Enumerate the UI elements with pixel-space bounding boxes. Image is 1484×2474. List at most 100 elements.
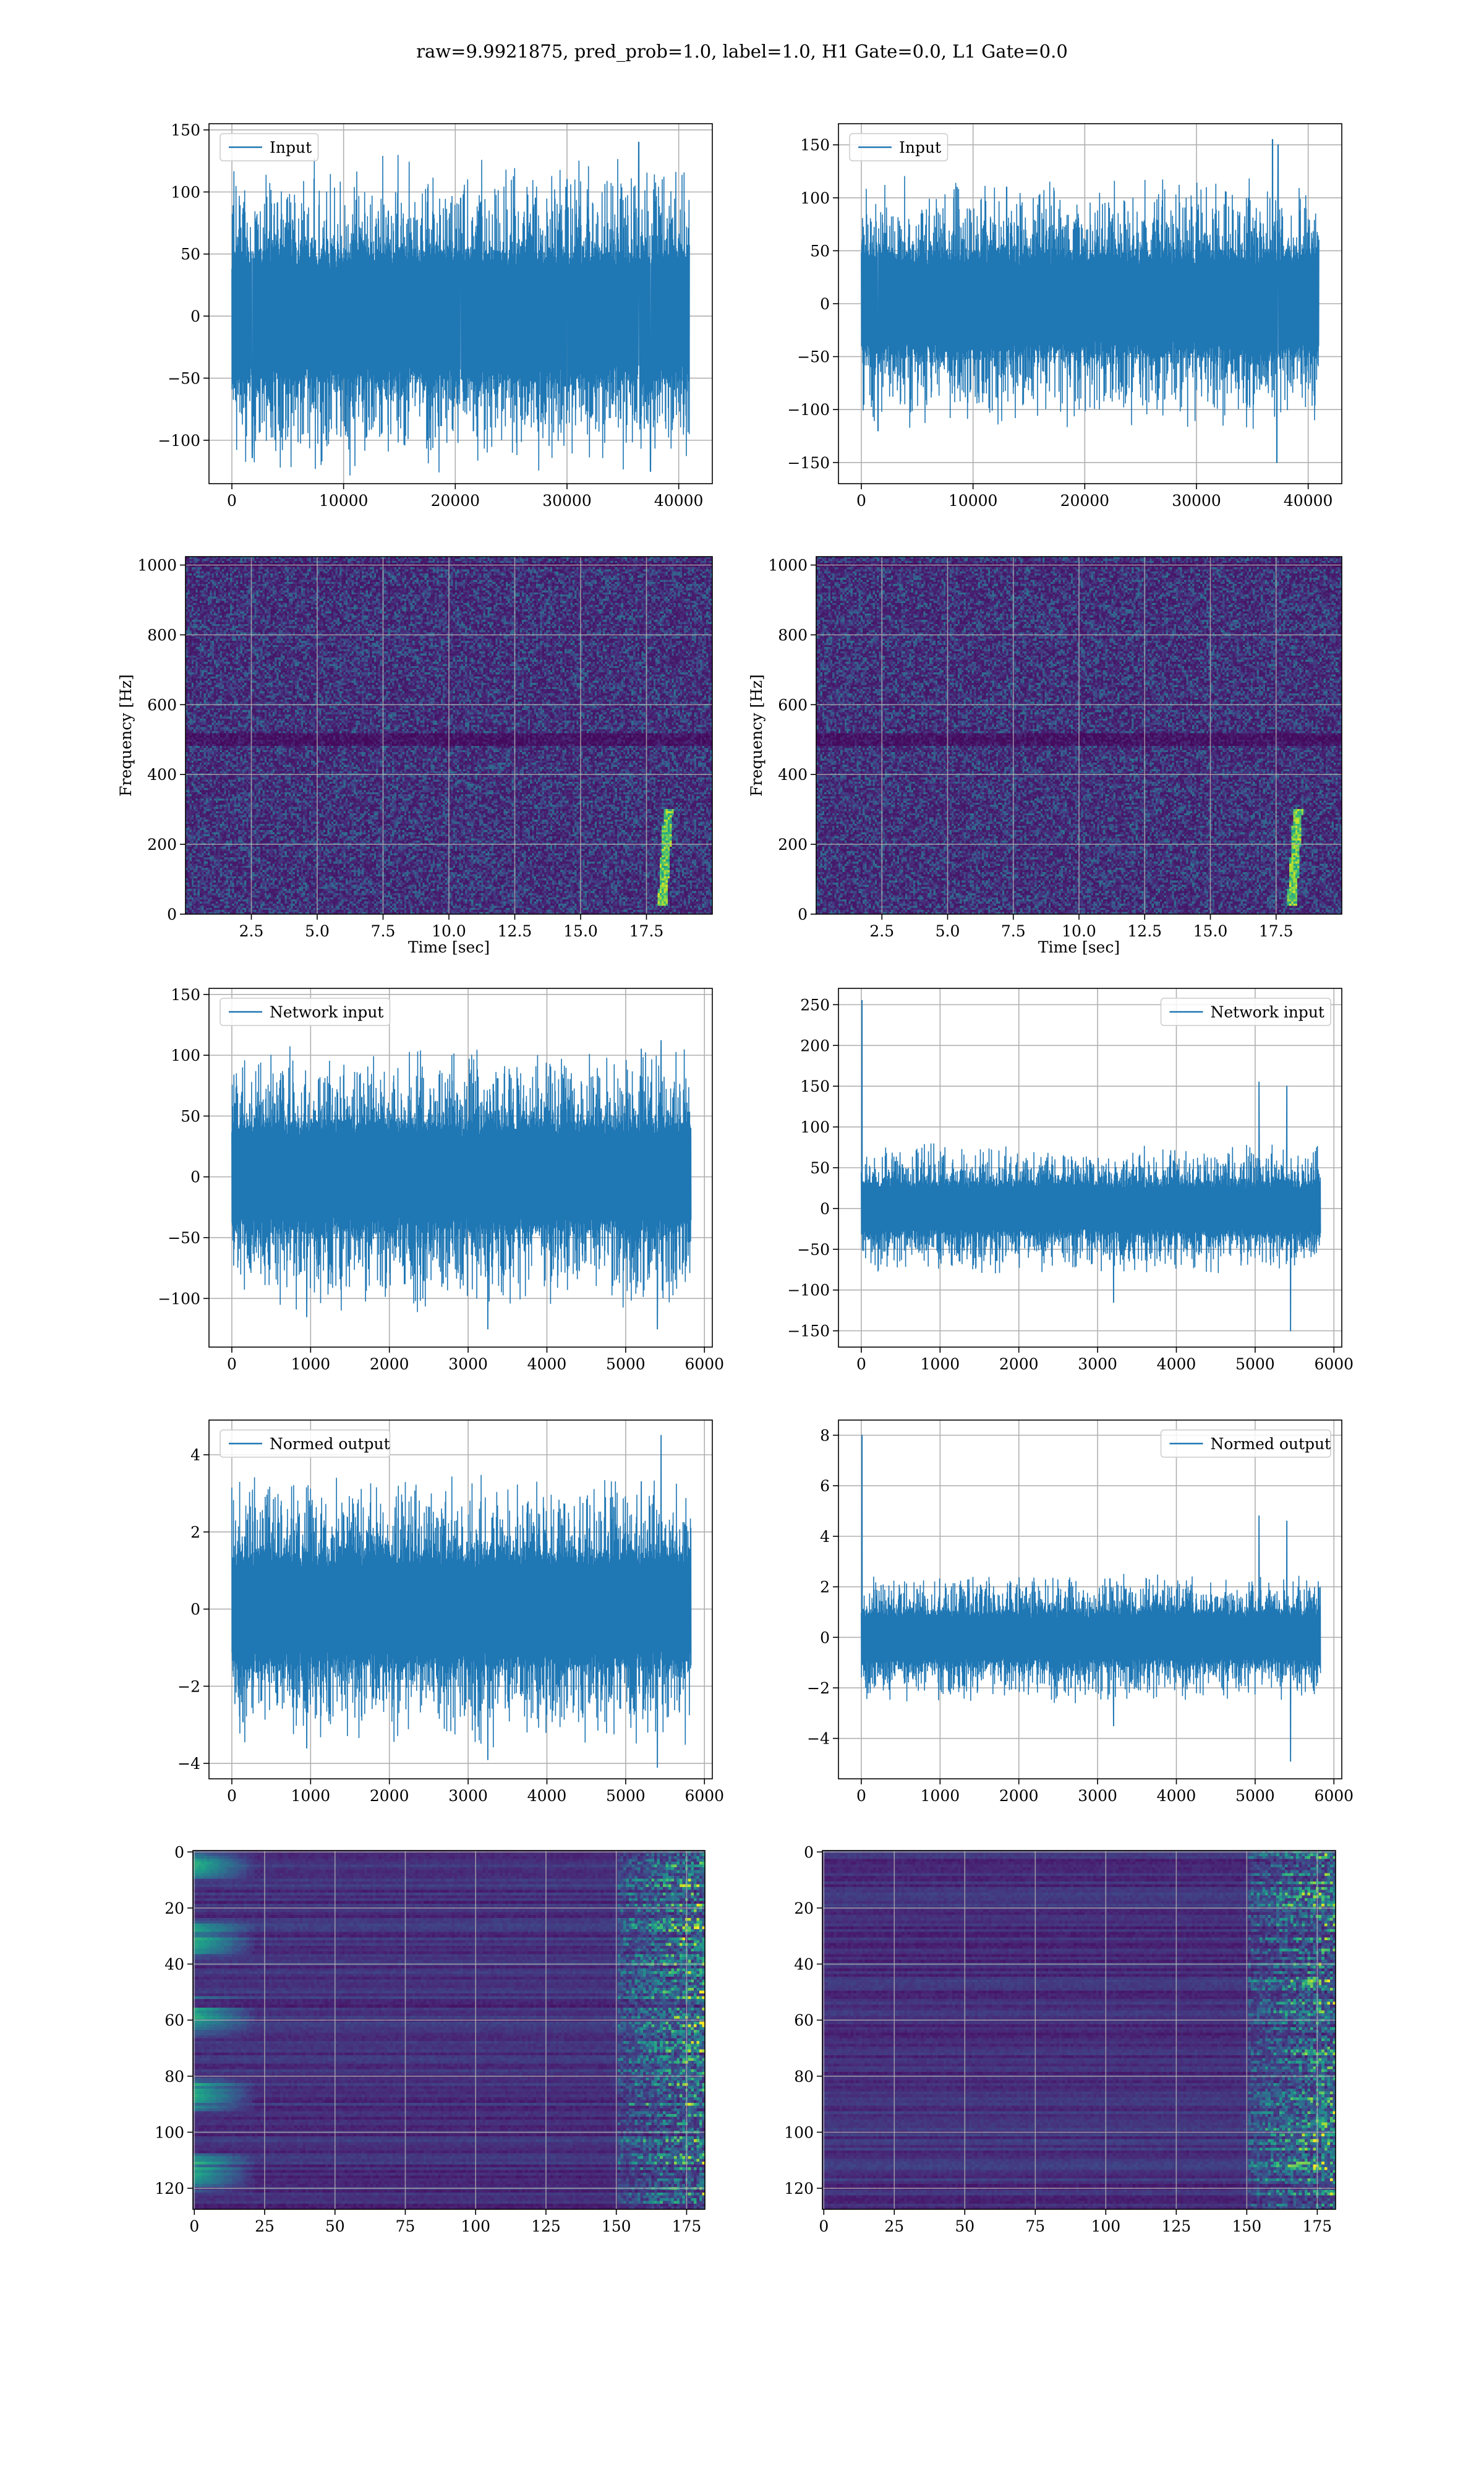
x-tick-label: 0 xyxy=(856,1787,866,1805)
x-tick-label: 0 xyxy=(819,2217,829,2235)
axes-frame xyxy=(208,1419,713,1779)
x-tick-label: 6000 xyxy=(1314,1787,1354,1805)
x-tick-label: 12.5 xyxy=(498,922,532,940)
heatmap-image xyxy=(822,1851,1336,2209)
grid-lines xyxy=(822,1851,1336,2209)
y-tick-label: 150 xyxy=(171,121,200,139)
x-tick-label: 2000 xyxy=(370,1787,409,1805)
y-tick-label: 0 xyxy=(190,1168,200,1186)
y-tick-label: 0 xyxy=(190,307,200,325)
y-tick-label: 0 xyxy=(820,1629,830,1646)
subplot-input-h1: 0 10000 20000 30000 40000 −100 −50 0 50 100 150 Inp… xyxy=(158,121,713,510)
y-tick-label: 600 xyxy=(778,696,808,714)
x-tick-label: 17.5 xyxy=(629,922,664,940)
grid-lines xyxy=(193,1851,705,2209)
x-tick-label: 75 xyxy=(1025,2217,1045,2235)
x-tick-label: 3000 xyxy=(448,1355,488,1373)
y-tick-label: −100 xyxy=(158,432,200,450)
y-tick-label: 150 xyxy=(800,1077,830,1095)
legend-box xyxy=(220,998,391,1026)
subplot-normed-h1: 0 1000 2000 3000 4000 5000 6000 −4 −2 0 2 4 Normed o… xyxy=(177,1419,724,1805)
y-tick-label: 20 xyxy=(164,1899,184,1917)
x-tick-label: 30000 xyxy=(1172,492,1221,510)
legend-label: Input xyxy=(270,139,312,156)
x-tick-label: 15.0 xyxy=(1193,922,1228,940)
y-tick-label: 40 xyxy=(794,1956,814,1974)
x-tick-label: 5.0 xyxy=(936,922,960,940)
legend: Normed output xyxy=(1160,1429,1331,1458)
series-line xyxy=(861,1000,1321,1332)
x-tick-label: 5.0 xyxy=(305,922,330,940)
x-tick-label: 5000 xyxy=(606,1787,646,1805)
subplot-netin-l1: 0 1000 2000 3000 4000 5000 6000 −150 −100 −50 0 50 1… xyxy=(787,988,1354,1373)
axes-frame xyxy=(208,988,713,1348)
x-tick-label: 4000 xyxy=(1157,1787,1196,1805)
x-tick-label: 2000 xyxy=(999,1355,1039,1373)
x-tick-label: 125 xyxy=(531,2217,561,2235)
y-tick-label: 0 xyxy=(820,295,830,313)
x-tick-label: 1000 xyxy=(291,1787,331,1805)
y-tick-label: 100 xyxy=(800,1118,830,1136)
y-tick-label: 2 xyxy=(190,1523,200,1541)
x-tick-label: 100 xyxy=(1091,2217,1120,2235)
y-tick-label: 120 xyxy=(155,2180,184,2198)
x-tick-label: 150 xyxy=(1232,2217,1261,2235)
x-tick-label: 75 xyxy=(396,2217,416,2235)
x-tick-label: 0 xyxy=(189,2217,199,2235)
subplot-spec-l1: 2.5 5.0 7.5 10.0 12.5 15.0 17.5 0 200 400 600 800 10… xyxy=(748,556,1342,956)
x-tick-label: 0 xyxy=(227,1787,237,1805)
series-line xyxy=(861,139,1320,463)
y-tick-label: 50 xyxy=(181,1107,200,1125)
x-tick-label: 10000 xyxy=(319,492,369,510)
x-tick-label: 12.5 xyxy=(1127,922,1162,940)
x-tick-label: 0 xyxy=(856,1355,866,1373)
y-tick-label: 800 xyxy=(147,626,177,644)
x-tick-label: 4000 xyxy=(1157,1355,1196,1373)
x-tick-label: 5000 xyxy=(1235,1355,1275,1373)
x-tick-label: 1000 xyxy=(921,1787,960,1805)
x-tick-label: 6000 xyxy=(684,1787,724,1805)
axes-frame xyxy=(838,1419,1342,1779)
y-tick-label: 150 xyxy=(800,136,830,154)
legend-box xyxy=(1160,1429,1331,1458)
x-tick-label: 40000 xyxy=(1284,492,1333,510)
subplot-feat-h1: 0 25 50 75 100 125 150 175 0 20 40 60 80 100 120 xyxy=(155,1843,706,2235)
subplot-netin-h1: 0 1000 2000 3000 4000 5000 6000 −100 −50 0 50 100 15… xyxy=(158,986,724,1373)
x-tick-label: 7.5 xyxy=(1001,922,1026,940)
y-tick-label: 0 xyxy=(190,1601,200,1619)
x-tick-label: 175 xyxy=(1302,2217,1332,2235)
y-tick-label: −100 xyxy=(787,1282,830,1299)
x-tick-label: 0 xyxy=(227,492,237,510)
y-tick-label: 100 xyxy=(155,2123,184,2141)
y-tick-label: −50 xyxy=(797,1241,830,1259)
axes-frame xyxy=(822,1850,1336,2210)
y-tick-label: 1000 xyxy=(768,557,808,575)
y-tick-label: −50 xyxy=(168,369,200,387)
y-tick-label: −50 xyxy=(797,348,830,366)
y-tick-label: 400 xyxy=(147,766,177,784)
x-tick-label: 175 xyxy=(672,2217,702,2235)
x-tick-label: 2.5 xyxy=(869,922,894,940)
legend-label: Network input xyxy=(270,1003,383,1021)
subplot-feat-l1: 0 25 50 75 100 125 150 175 0 20 40 60 80 100 120 xyxy=(784,1843,1336,2235)
legend-label: Network input xyxy=(1211,1003,1324,1021)
x-tick-label: 25 xyxy=(255,2217,275,2235)
axes-frame xyxy=(192,1850,706,2210)
x-tick-label: 10.0 xyxy=(432,922,466,940)
y-tick-label: 400 xyxy=(778,766,808,784)
x-tick-label: 5000 xyxy=(606,1355,646,1373)
legend: Normed output xyxy=(220,1429,391,1458)
y-tick-label: 100 xyxy=(784,2123,814,2141)
subplot-grid: 0 10000 20000 30000 40000−100−50050100150Inp… xyxy=(117,121,1354,2235)
grid-lines xyxy=(186,557,712,914)
y-tick-label: −2 xyxy=(807,1679,830,1697)
y-tick-label: 60 xyxy=(164,2011,184,2029)
y-tick-label: 800 xyxy=(778,626,808,644)
legend-box xyxy=(220,133,319,161)
y-tick-label: −2 xyxy=(177,1677,200,1695)
y-tick-label: 80 xyxy=(164,2068,184,2086)
x-tick-label: 4000 xyxy=(527,1355,567,1373)
legend-box xyxy=(220,1429,391,1458)
y-tick-label: 100 xyxy=(171,183,200,201)
